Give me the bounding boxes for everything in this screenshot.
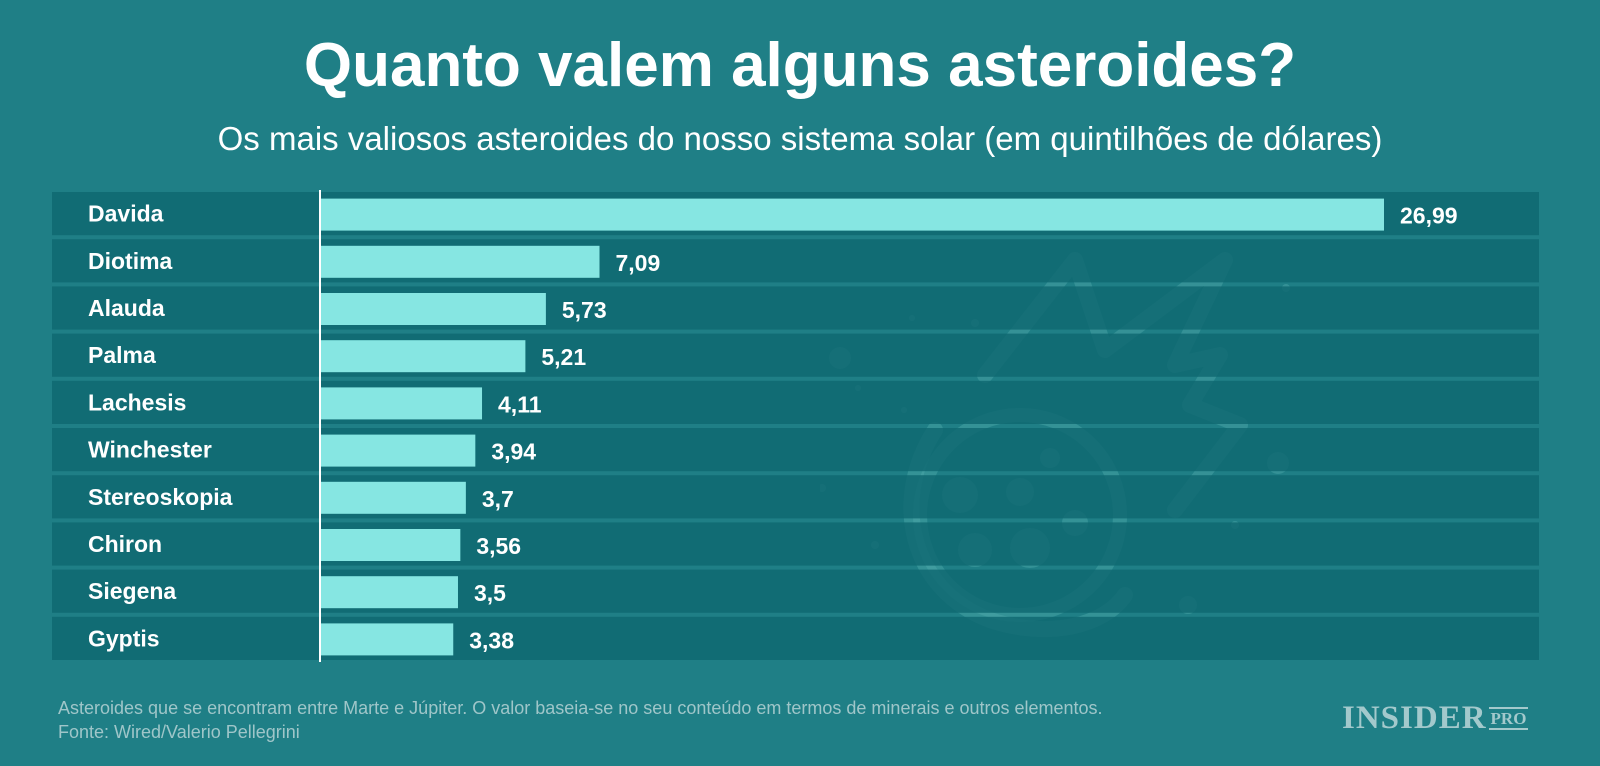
bar (320, 198, 1384, 231)
row-band (52, 475, 1539, 519)
brand-suffix: PRO (1488, 707, 1529, 730)
bar (320, 245, 600, 278)
chart-subtitle: Os mais valiosos asteroides do nosso sis… (217, 120, 1383, 157)
category-label: Palma (88, 342, 156, 368)
category-label: Lachesis (88, 389, 186, 415)
value-label: 3,38 (469, 627, 514, 653)
category-label: Siegena (88, 578, 176, 604)
bar-chart: Davida 26,99 Diotima 7,09 Alauda 5,73 Palma 5,2… (52, 190, 1539, 662)
source-text: Fonte: Wired/Valerio Pellegrini (58, 722, 300, 742)
category-label: Davida (88, 201, 164, 227)
bar (320, 529, 461, 561)
category-label: Alauda (88, 295, 165, 321)
bar (320, 293, 546, 325)
brand-logo: INSIDER PRO (1342, 700, 1529, 737)
category-label: Stereoskopia (88, 484, 233, 510)
value-label: 3,7 (482, 486, 514, 512)
row-band (52, 428, 1539, 472)
value-label: 5,73 (562, 297, 607, 323)
value-label: 4,11 (498, 391, 542, 417)
category-label: Winchester (88, 437, 212, 463)
category-label: Diotima (88, 248, 173, 274)
row-band (52, 333, 1539, 377)
row-band (52, 569, 1539, 613)
bar (320, 340, 526, 373)
bar (320, 623, 454, 656)
category-label: Chiron (88, 531, 162, 557)
value-label: 7,09 (616, 250, 661, 276)
row-band (52, 522, 1539, 566)
row-band (52, 239, 1539, 283)
row-band (52, 616, 1539, 660)
footnote-text: Asteroides que se encontram entre Marte … (58, 698, 1103, 718)
value-label: 3,5 (474, 580, 506, 606)
bar (320, 387, 483, 420)
row-band (52, 286, 1539, 330)
brand-name: INSIDER (1342, 700, 1487, 736)
bar (320, 481, 466, 514)
category-label: Gyptis (88, 625, 160, 651)
row-band (52, 380, 1539, 424)
bar (320, 576, 458, 609)
value-label: 3,56 (476, 533, 521, 559)
bar (320, 434, 476, 467)
chart-footnote: Asteroides que se encontram entre Marte … (58, 696, 1103, 744)
value-label: 26,99 (1400, 203, 1458, 229)
value-label: 3,94 (491, 439, 536, 465)
chart-title: Quanto valem alguns asteroides? (303, 31, 1297, 100)
value-label: 5,21 (541, 344, 586, 370)
